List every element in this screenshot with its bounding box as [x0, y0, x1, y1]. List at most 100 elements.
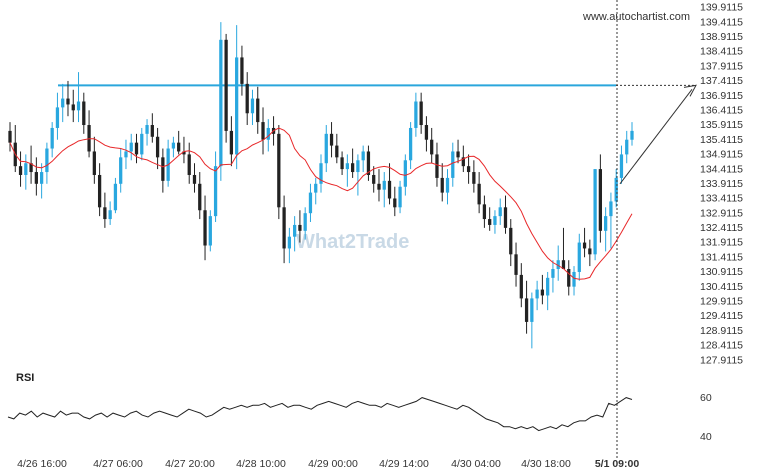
candle-body [277, 133, 281, 208]
candle-body [229, 130, 234, 155]
candle-body [561, 260, 566, 270]
x-tick-label: 4/30 18:00 [521, 458, 571, 470]
moving-average [9, 127, 633, 280]
y-tick-label: 135.4115 [700, 134, 743, 146]
candle-body [577, 242, 581, 272]
candle-body [519, 274, 523, 299]
candle-body [177, 142, 181, 152]
candle-body [445, 177, 450, 193]
candle-body [150, 125, 154, 137]
candle-body [340, 157, 344, 170]
candle-body [329, 133, 334, 146]
candle-body [208, 216, 212, 246]
y-tick-label: 127.9115 [700, 354, 743, 366]
candle-body [282, 207, 286, 249]
y-tick-label: 139.9115 [700, 2, 743, 14]
candle-body [303, 213, 307, 231]
x-tick-label: 4/29 00:00 [308, 458, 358, 470]
candle-body [182, 151, 186, 155]
rsi-panel: RSI 60 40 [7, 372, 712, 443]
candle-body [113, 183, 118, 211]
y-tick-label: 134.9115 [700, 149, 743, 161]
y-tick-label: 136.9115 [700, 90, 743, 102]
y-tick-label: 137.4115 [700, 75, 743, 87]
y-tick-label: 131.4115 [700, 251, 743, 263]
candle-body [556, 260, 560, 270]
candle-body [466, 166, 471, 173]
watermark: What2Trade [296, 231, 409, 253]
y-tick-label: 128.9115 [700, 325, 743, 337]
rsi-tick-label: 60 [700, 392, 712, 404]
x-tick-label: 4/30 04:00 [451, 458, 501, 470]
candle-body [108, 210, 112, 220]
candle-body [482, 204, 487, 220]
candle-body [76, 101, 81, 111]
y-tick-label: 132.4115 [700, 222, 743, 234]
rsi-tick-label: 40 [700, 431, 712, 443]
x-tick-label: 4/29 14:00 [379, 458, 429, 470]
candle-body [572, 271, 576, 287]
candle-body [245, 83, 249, 114]
candle-body [92, 151, 96, 175]
candle-body [240, 57, 244, 84]
candle-body [630, 130, 634, 140]
candle-body [540, 289, 545, 296]
y-tick-label: 139.4115 [700, 16, 743, 28]
candle-body [314, 183, 318, 193]
candle-body [198, 183, 202, 211]
candle-body [119, 157, 123, 184]
watermark-text: What2Trade [296, 231, 409, 253]
candle-body [361, 151, 365, 161]
candle-body [39, 172, 44, 184]
brand-label: www.autochartist.com [582, 11, 690, 23]
candle-body [514, 254, 518, 275]
breakout-arrow [619, 84, 697, 185]
candle-body [129, 142, 133, 152]
y-axis-ticks: 139.9115 139.4115 138.9115 138.4115 137.9115… [700, 2, 743, 367]
candle-body [224, 39, 228, 131]
candle-body [45, 148, 49, 173]
candle-body [161, 157, 165, 181]
candle-body [408, 127, 413, 161]
arrow-head [683, 84, 697, 97]
x-axis-ticks: 4/26 16:00 4/27 06:00 4/27 20:00 4/28 10:00… [17, 458, 639, 470]
candle-body [235, 57, 239, 155]
candle-body [18, 166, 23, 175]
x-tick-label: 4/27 06:00 [93, 458, 143, 470]
candle-body [377, 183, 381, 190]
candle-body [451, 151, 455, 178]
candle-body [593, 169, 597, 255]
candle-body [319, 163, 323, 184]
candle-body [293, 224, 297, 237]
candle-body [345, 163, 349, 170]
arrow-shaft [619, 89, 693, 185]
candle-body [387, 180, 392, 199]
x-tick-label-breakout: 5/1 09:00 [595, 458, 640, 470]
candle-body [588, 248, 592, 255]
y-tick-label: 137.9115 [700, 60, 743, 72]
candle-body [335, 145, 339, 158]
rsi-title: RSI [16, 372, 34, 384]
candle-body [372, 174, 376, 184]
candle-body [250, 98, 255, 114]
candle-body [414, 101, 418, 128]
candle-body [551, 269, 555, 278]
y-tick-label: 128.4115 [700, 340, 743, 352]
candle-body [140, 133, 144, 155]
candle-body [213, 166, 218, 217]
candle-body [530, 298, 534, 322]
x-tick-label: 4/26 16:00 [17, 458, 67, 470]
candle-body [155, 136, 160, 158]
candle-body [66, 98, 70, 105]
candle-body [382, 180, 386, 190]
y-tick-label: 131.9115 [700, 237, 743, 249]
x-tick-label: 4/28 10:00 [236, 458, 286, 470]
candle-body [419, 101, 423, 126]
rsi-line [7, 397, 633, 432]
candle-body [97, 174, 102, 208]
candle-body [366, 151, 371, 175]
candle-body [124, 151, 128, 158]
candle-body [493, 216, 497, 225]
x-tick-label: 4/27 20:00 [165, 458, 215, 470]
